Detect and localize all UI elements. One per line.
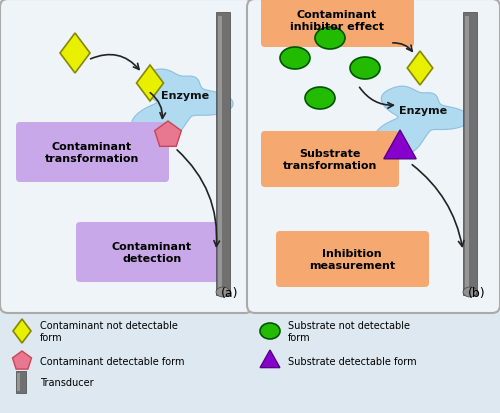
Polygon shape <box>136 66 164 102</box>
FancyBboxPatch shape <box>247 0 500 313</box>
Text: Substrate
transformation: Substrate transformation <box>283 149 377 171</box>
Text: Substrate not detectable
form: Substrate not detectable form <box>288 320 410 342</box>
Bar <box>218 17 222 291</box>
FancyBboxPatch shape <box>0 0 253 313</box>
Bar <box>465 17 469 291</box>
Polygon shape <box>60 34 90 74</box>
Ellipse shape <box>260 323 280 339</box>
Text: Contaminant not detectable
form: Contaminant not detectable form <box>40 320 178 342</box>
Bar <box>16 371 26 393</box>
Ellipse shape <box>216 287 230 297</box>
Polygon shape <box>13 319 31 343</box>
FancyBboxPatch shape <box>76 223 229 282</box>
FancyBboxPatch shape <box>276 231 429 287</box>
Text: Inhibition
measurement: Inhibition measurement <box>309 249 395 270</box>
Bar <box>463 13 477 295</box>
Text: Substrate detectable form: Substrate detectable form <box>288 356 416 366</box>
Text: Enzyme: Enzyme <box>161 91 209 101</box>
Text: Contaminant detectable form: Contaminant detectable form <box>40 356 184 366</box>
Polygon shape <box>154 122 182 147</box>
Text: Contaminant
detection: Contaminant detection <box>112 242 192 263</box>
Polygon shape <box>384 131 416 159</box>
FancyBboxPatch shape <box>261 0 414 48</box>
Bar <box>216 13 230 295</box>
Polygon shape <box>132 70 233 142</box>
Polygon shape <box>407 52 433 86</box>
Text: Enzyme: Enzyme <box>399 106 447 116</box>
Text: Contaminant
inhibitor effect: Contaminant inhibitor effect <box>290 10 384 32</box>
Ellipse shape <box>350 58 380 80</box>
Polygon shape <box>260 350 280 368</box>
Ellipse shape <box>315 28 345 50</box>
Text: Contaminant
transformation: Contaminant transformation <box>45 142 139 164</box>
Text: (b): (b) <box>468 287 486 300</box>
Polygon shape <box>374 87 470 154</box>
FancyBboxPatch shape <box>16 123 169 183</box>
Ellipse shape <box>280 48 310 70</box>
Ellipse shape <box>463 287 477 297</box>
Text: (a): (a) <box>222 287 239 300</box>
Text: Transducer: Transducer <box>40 377 94 387</box>
Ellipse shape <box>305 88 335 110</box>
Polygon shape <box>12 351 32 369</box>
FancyBboxPatch shape <box>261 132 399 188</box>
Bar <box>17 373 20 391</box>
